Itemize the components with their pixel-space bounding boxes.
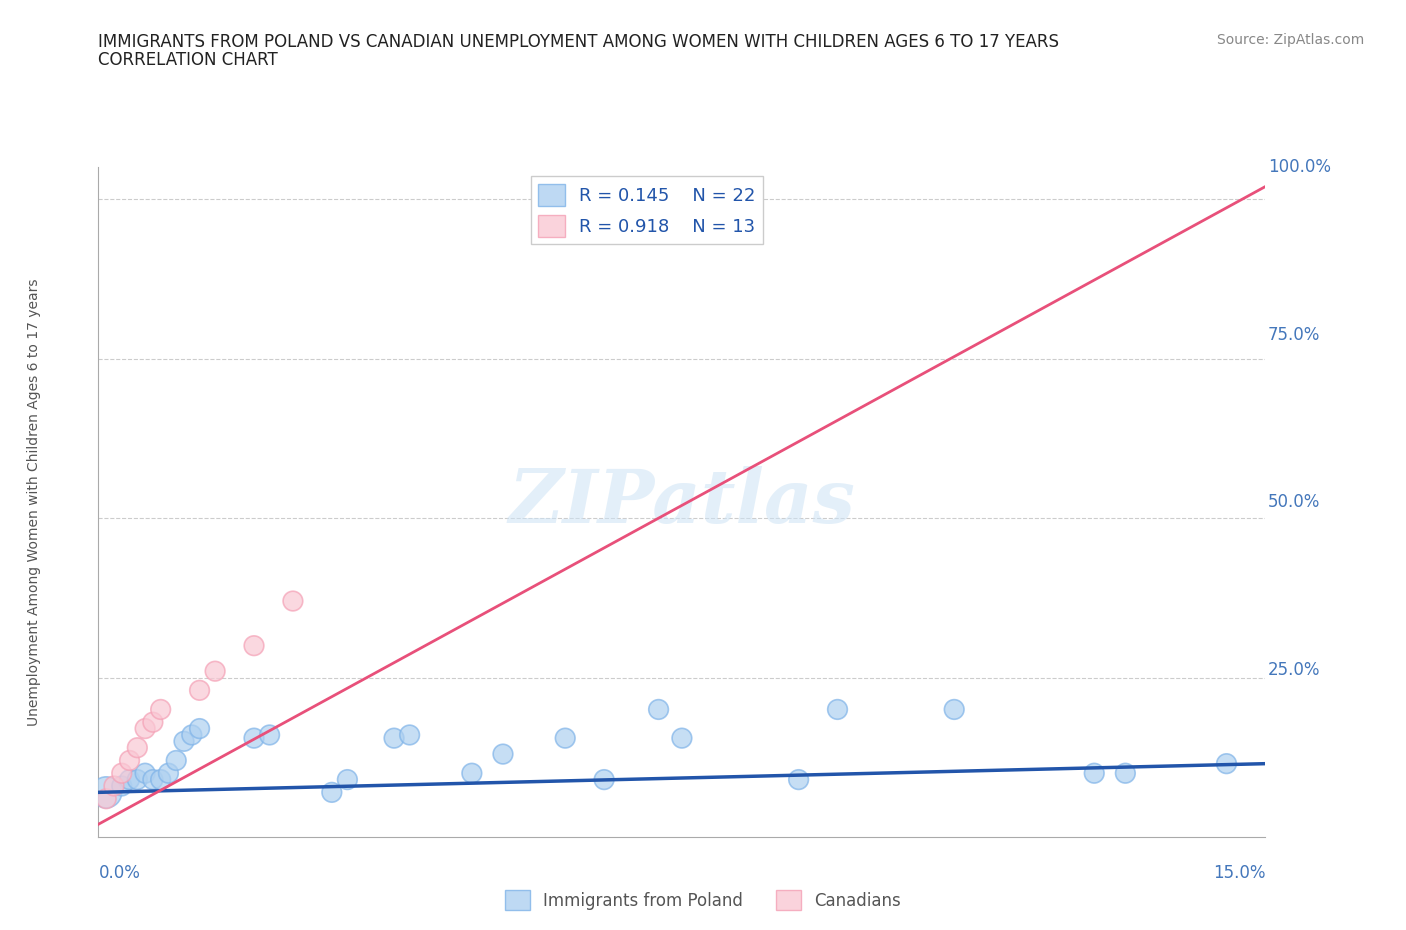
Point <box>204 664 226 679</box>
Point <box>336 772 359 787</box>
Point <box>787 772 810 787</box>
Point <box>127 740 149 755</box>
Text: 50.0%: 50.0% <box>1268 493 1320 512</box>
Point <box>382 731 405 746</box>
Point <box>461 765 484 780</box>
Text: CORRELATION CHART: CORRELATION CHART <box>98 51 278 69</box>
Text: 25.0%: 25.0% <box>1268 660 1320 679</box>
Point <box>671 198 693 213</box>
Text: ZIPatlas: ZIPatlas <box>509 466 855 538</box>
Point <box>165 753 187 768</box>
Point <box>118 772 141 787</box>
Point <box>149 772 172 787</box>
Point <box>671 731 693 746</box>
Text: Unemployment Among Women with Children Ages 6 to 17 years: Unemployment Among Women with Children A… <box>27 278 41 726</box>
Legend: Immigrants from Poland, Canadians: Immigrants from Poland, Canadians <box>498 884 908 917</box>
Point <box>134 721 156 736</box>
Text: 75.0%: 75.0% <box>1268 326 1320 344</box>
Point <box>188 721 211 736</box>
Point <box>943 702 966 717</box>
Point <box>243 731 266 746</box>
Point <box>593 772 616 787</box>
Point <box>157 765 180 780</box>
Point <box>1215 756 1237 771</box>
Point <box>321 785 343 800</box>
Point <box>1083 765 1105 780</box>
Point <box>281 593 304 608</box>
Point <box>398 727 420 742</box>
Point <box>111 778 134 793</box>
Point <box>134 765 156 780</box>
Point <box>827 702 849 717</box>
Text: 100.0%: 100.0% <box>1268 158 1330 177</box>
Point <box>554 731 576 746</box>
Legend: R = 0.145    N = 22, R = 0.918    N = 13: R = 0.145 N = 22, R = 0.918 N = 13 <box>530 177 763 244</box>
Point <box>96 791 118 806</box>
Point <box>142 715 165 730</box>
Point <box>492 747 515 762</box>
Point <box>188 683 211 698</box>
Point <box>111 765 134 780</box>
Point <box>1114 765 1136 780</box>
Point <box>118 753 141 768</box>
Point <box>96 785 118 800</box>
Point <box>103 778 125 793</box>
Point <box>127 772 149 787</box>
Text: Source: ZipAtlas.com: Source: ZipAtlas.com <box>1216 33 1364 46</box>
Point <box>142 772 165 787</box>
Point <box>180 727 202 742</box>
Text: 0.0%: 0.0% <box>98 864 141 882</box>
Point <box>149 702 172 717</box>
Point <box>647 702 669 717</box>
Text: 15.0%: 15.0% <box>1213 864 1265 882</box>
Point <box>173 734 195 749</box>
Point <box>243 638 266 653</box>
Point <box>259 727 281 742</box>
Text: IMMIGRANTS FROM POLAND VS CANADIAN UNEMPLOYMENT AMONG WOMEN WITH CHILDREN AGES 6: IMMIGRANTS FROM POLAND VS CANADIAN UNEMP… <box>98 33 1059 50</box>
